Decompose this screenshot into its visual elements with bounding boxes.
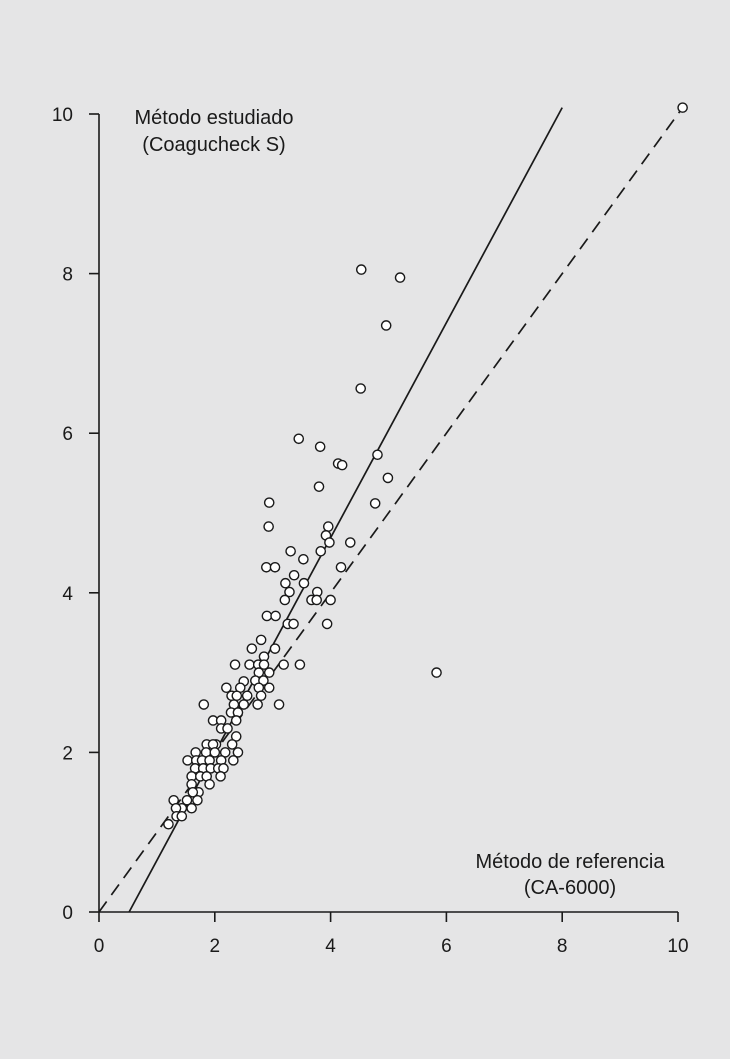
data-point bbox=[273, 699, 285, 710]
data-point bbox=[380, 320, 392, 331]
y-tick-label: 4 bbox=[62, 584, 73, 605]
x-tick-label: 0 bbox=[94, 936, 105, 957]
data-point bbox=[263, 521, 274, 532]
data-point bbox=[258, 659, 270, 670]
data-point bbox=[255, 634, 267, 646]
data-point bbox=[261, 610, 273, 622]
data-point bbox=[315, 546, 327, 557]
y-tick-label: 2 bbox=[62, 743, 73, 764]
data-point bbox=[187, 787, 199, 798]
x-tick-label: 4 bbox=[325, 936, 336, 957]
data-point bbox=[186, 802, 197, 814]
data-point bbox=[294, 659, 306, 670]
data-point bbox=[232, 747, 244, 758]
data-point bbox=[325, 594, 336, 606]
data-point bbox=[324, 537, 335, 548]
data-point bbox=[298, 577, 310, 589]
data-point bbox=[231, 690, 243, 702]
data-point bbox=[230, 715, 242, 726]
data-point bbox=[321, 618, 333, 630]
data-point bbox=[355, 264, 367, 275]
identity-line bbox=[98, 105, 685, 913]
data-point bbox=[288, 569, 300, 581]
data-point bbox=[204, 779, 215, 790]
y-tick-label: 0 bbox=[62, 903, 73, 924]
data-point bbox=[313, 481, 325, 492]
data-point bbox=[238, 699, 250, 710]
data-point bbox=[336, 459, 348, 471]
data-point bbox=[278, 659, 290, 670]
y-tick-label: 6 bbox=[62, 424, 73, 445]
data-point bbox=[182, 755, 193, 766]
x-tick-label: 8 bbox=[557, 936, 568, 957]
data-point bbox=[246, 643, 258, 654]
data-point bbox=[261, 561, 272, 573]
data-point bbox=[263, 497, 275, 508]
data-point bbox=[255, 690, 267, 702]
data-point bbox=[280, 577, 291, 589]
data-point bbox=[284, 586, 295, 598]
data-point bbox=[222, 723, 233, 734]
data-point bbox=[293, 433, 305, 445]
data-point bbox=[355, 383, 367, 394]
x-tick-label: 6 bbox=[441, 936, 452, 957]
data-point bbox=[241, 690, 253, 702]
x-axis-title-line1: Método de referencia bbox=[475, 851, 665, 873]
data-point bbox=[298, 553, 309, 565]
data-point bbox=[263, 682, 275, 694]
data-point bbox=[314, 441, 326, 453]
data-point bbox=[382, 472, 394, 484]
data-point bbox=[270, 610, 281, 622]
data-point bbox=[209, 747, 221, 758]
y-tick-label: 8 bbox=[62, 265, 73, 286]
data-point bbox=[269, 643, 281, 654]
data-point bbox=[344, 537, 356, 548]
data-point bbox=[288, 618, 299, 630]
x-tick-label: 2 bbox=[210, 936, 221, 957]
data-point bbox=[198, 699, 210, 710]
data-point bbox=[311, 594, 323, 606]
data-point bbox=[221, 682, 232, 694]
data-point bbox=[269, 561, 281, 573]
data-point bbox=[431, 667, 442, 678]
data-point bbox=[252, 699, 263, 710]
data-point bbox=[244, 659, 255, 670]
data-point bbox=[181, 794, 193, 806]
data-point bbox=[372, 449, 383, 461]
x-tick-label: 10 bbox=[667, 936, 688, 957]
data-point bbox=[394, 272, 406, 283]
data-point bbox=[228, 755, 239, 766]
x-axis-title-line2: (CA-6000) bbox=[524, 877, 616, 899]
data-point bbox=[192, 794, 203, 806]
axes: 0 2 4 6 8 10 0 2 4 6 8 10 bbox=[52, 105, 689, 957]
data-point bbox=[163, 818, 174, 830]
data-point bbox=[258, 675, 269, 686]
data-point bbox=[322, 521, 334, 532]
y-tick-label: 10 bbox=[52, 105, 73, 126]
data-point bbox=[226, 739, 238, 750]
data-points bbox=[163, 102, 688, 830]
data-point bbox=[215, 771, 226, 782]
y-axis-title-line2: (Coagucheck S) bbox=[142, 134, 285, 156]
data-point bbox=[263, 667, 275, 678]
data-point bbox=[677, 102, 688, 113]
data-point bbox=[285, 546, 296, 557]
data-point bbox=[176, 810, 188, 822]
data-point bbox=[335, 561, 347, 573]
data-point bbox=[229, 659, 241, 670]
data-point bbox=[369, 498, 381, 509]
data-point bbox=[279, 594, 291, 606]
y-axis-title-line1: Método estudiado bbox=[134, 107, 293, 129]
regression-lines bbox=[98, 105, 685, 913]
